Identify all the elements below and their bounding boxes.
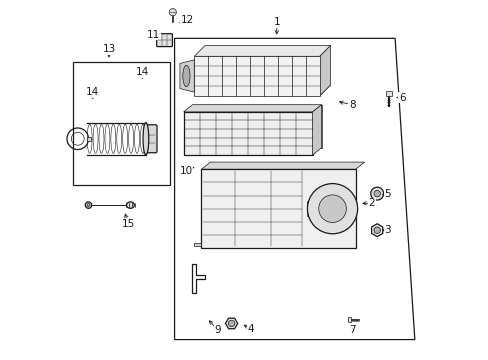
Text: 1: 1	[273, 17, 280, 27]
Polygon shape	[180, 60, 194, 92]
Polygon shape	[319, 45, 330, 96]
Circle shape	[370, 187, 383, 200]
Bar	[183, 112, 312, 155]
Bar	[73, 62, 169, 185]
Polygon shape	[194, 56, 319, 96]
Text: 13: 13	[102, 44, 115, 54]
Text: 7: 7	[348, 325, 355, 335]
Polygon shape	[312, 105, 321, 155]
Bar	[86, 136, 91, 141]
Text: 2: 2	[368, 198, 374, 208]
Polygon shape	[194, 45, 330, 56]
Ellipse shape	[142, 123, 148, 155]
Ellipse shape	[85, 202, 92, 208]
Text: 4: 4	[247, 324, 254, 334]
Polygon shape	[371, 224, 382, 237]
Text: 15: 15	[121, 219, 134, 229]
Circle shape	[228, 320, 234, 327]
FancyBboxPatch shape	[146, 125, 157, 153]
Text: 14: 14	[86, 87, 99, 97]
Text: 8: 8	[348, 100, 355, 110]
Circle shape	[307, 184, 357, 234]
Bar	[347, 317, 350, 322]
Bar	[385, 91, 391, 96]
Polygon shape	[194, 85, 330, 96]
Text: 14: 14	[135, 67, 149, 77]
Text: 5: 5	[384, 189, 390, 199]
Bar	[201, 169, 355, 248]
Ellipse shape	[87, 204, 90, 207]
Polygon shape	[192, 105, 321, 148]
FancyBboxPatch shape	[156, 34, 172, 46]
Ellipse shape	[126, 202, 134, 208]
Polygon shape	[183, 105, 321, 112]
Polygon shape	[194, 243, 201, 246]
Text: 11: 11	[146, 30, 160, 40]
Polygon shape	[225, 318, 237, 329]
Circle shape	[373, 227, 380, 233]
Text: 9: 9	[214, 325, 221, 335]
Circle shape	[318, 195, 346, 222]
Text: 6: 6	[398, 93, 405, 103]
Text: 10: 10	[179, 166, 192, 176]
Polygon shape	[201, 162, 364, 169]
Text: 3: 3	[384, 225, 390, 235]
Circle shape	[373, 190, 380, 197]
Text: 12: 12	[180, 15, 193, 26]
Ellipse shape	[183, 65, 190, 87]
Circle shape	[169, 9, 176, 16]
